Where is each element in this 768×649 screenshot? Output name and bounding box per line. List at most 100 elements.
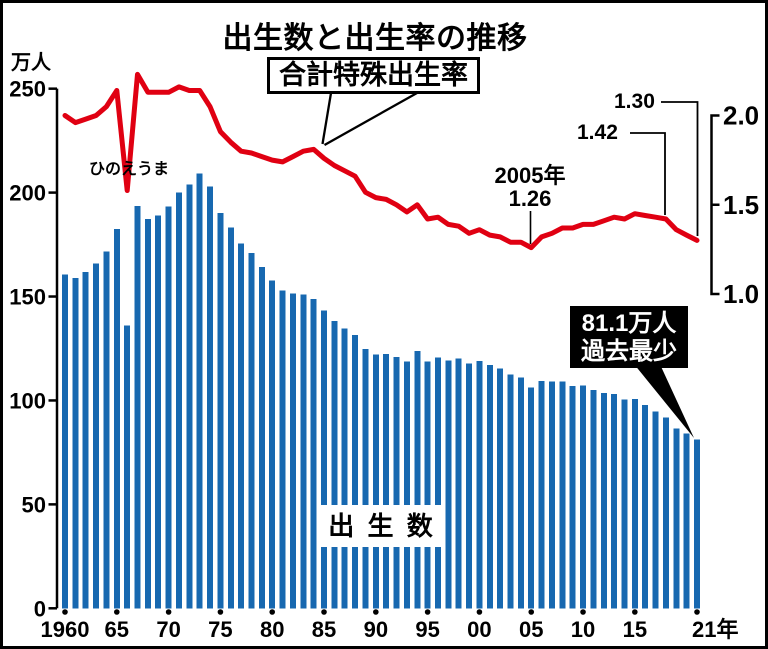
min-rate-year: 2005年: [494, 163, 566, 188]
births-series-label: 出 生 数: [320, 505, 444, 547]
x-axis-tick-label: 15: [623, 617, 647, 642]
record-low-callout: 81.1万人 過去最少: [570, 306, 688, 368]
x-axis-tick-label: 21年: [692, 617, 738, 642]
bar: [352, 335, 359, 609]
bar: [683, 433, 690, 609]
bar: [621, 399, 628, 609]
x-axis-dot: [694, 609, 700, 615]
left-axis-tick-label: 50: [22, 492, 46, 517]
bar: [662, 417, 669, 609]
hinoeuma-annotation: ひのえうま: [89, 161, 170, 178]
x-axis-dot: [321, 609, 327, 615]
bar: [144, 219, 151, 609]
left-axis-tick-label: 0: [34, 596, 46, 621]
x-axis-tick-label: 05: [519, 617, 543, 642]
bar: [497, 368, 504, 609]
x-axis-tick-label: 75: [208, 617, 232, 642]
bar: [445, 360, 452, 609]
bar: [279, 290, 286, 609]
bar: [559, 381, 566, 609]
bar: [331, 320, 338, 609]
x-axis-tick-label: 00: [467, 617, 491, 642]
bar: [673, 428, 680, 609]
x-axis-dot: [424, 609, 431, 615]
bar: [124, 325, 131, 609]
callout-pointer: [636, 366, 694, 438]
bar: [362, 349, 369, 609]
left-axis-tick-label: 200: [9, 181, 46, 206]
left-axis-tick-label: 100: [9, 388, 46, 413]
bar: [694, 439, 700, 609]
min-rate-value: 1.26: [508, 186, 552, 211]
bar: [134, 205, 141, 609]
x-axis-dot: [165, 609, 172, 615]
bar: [207, 186, 213, 609]
record-low-caption: 過去最少: [581, 338, 677, 365]
bar: [517, 377, 524, 609]
min-rate-annotation: 2005年 1.26: [495, 164, 566, 210]
x-axis-tick-label: 85: [312, 617, 336, 642]
bar: [507, 374, 514, 609]
birth-bars: [62, 173, 700, 609]
bar: [424, 361, 431, 609]
bar: [93, 263, 100, 609]
bar: [580, 385, 586, 609]
bar: [227, 227, 234, 609]
bar: [652, 411, 659, 609]
x-axis-dot: [114, 609, 120, 615]
x-axis-dot: [62, 609, 68, 615]
rate-2018-label: 1.42: [577, 121, 618, 144]
bar: [486, 364, 493, 609]
right-axis-tick-label: 2.0: [723, 101, 759, 131]
x-axis-tick-label: 80: [260, 617, 284, 642]
bar: [569, 385, 576, 609]
bar: [321, 310, 327, 609]
bar: [289, 293, 296, 609]
bar: [238, 243, 245, 609]
bar: [310, 298, 317, 609]
fertility-rate-callout: 合計特殊出生率: [267, 57, 480, 94]
left-axis-tick-label: 250: [9, 77, 46, 102]
bar: [383, 354, 390, 609]
bar: [62, 274, 68, 609]
connector-lines: [321, 91, 699, 244]
bar: [196, 173, 203, 609]
left-axis-unit-label: 万人: [11, 52, 51, 74]
x-axis-tick-label: 70: [156, 617, 180, 642]
bar: [549, 381, 555, 609]
fertility-rate-line: [62, 71, 700, 251]
x-axis-tick-label: 10: [571, 617, 595, 642]
bar: [269, 280, 276, 609]
bar: [600, 392, 607, 609]
bar: [341, 328, 348, 609]
bar: [372, 354, 379, 609]
x-axis: 1960 65 70 75 80 85 90 95 00 05 10 15 21年: [41, 609, 738, 642]
bar: [528, 387, 535, 609]
bar: [217, 213, 224, 609]
x-axis-dot: [528, 609, 535, 615]
record-low-value: 81.1万人: [581, 310, 677, 337]
chart-title: 出生数と出生率の推移: [222, 22, 528, 55]
bar: [403, 361, 410, 609]
right-axis-tick-label: 1.5: [723, 190, 759, 220]
right-axis-tick-label: 1.0: [723, 279, 759, 309]
x-axis-tick-label: 1960: [41, 617, 90, 642]
bar: [72, 278, 79, 609]
bar: [165, 206, 172, 609]
bar: [642, 405, 649, 609]
left-axis-tick-label: 150: [9, 285, 46, 310]
x-axis-dot: [269, 609, 276, 615]
x-axis-dot: [217, 609, 224, 615]
x-axis-dot: [580, 609, 586, 615]
x-axis-tick-label: 95: [415, 617, 439, 642]
bar: [155, 215, 162, 609]
x-axis-tick-label: 65: [105, 617, 129, 642]
bar: [455, 358, 462, 609]
bar: [611, 394, 618, 609]
x-axis-dot: [632, 609, 638, 615]
left-axis: [48, 87, 59, 610]
rate-2021-label: 1.30: [614, 90, 655, 113]
bar: [590, 389, 597, 609]
bar: [103, 251, 110, 609]
